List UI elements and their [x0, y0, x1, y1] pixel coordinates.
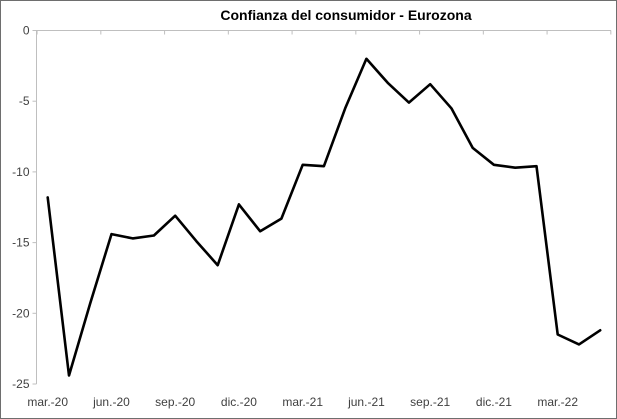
y-axis-label: 0 — [23, 24, 30, 38]
y-axis-label: -5 — [19, 94, 30, 108]
x-axis-label: dic.-21 — [476, 395, 512, 409]
x-axis-label: jun.-20 — [92, 395, 130, 409]
y-axis-label: -20 — [12, 306, 30, 320]
y-axis-label: -25 — [12, 377, 30, 391]
chart-title: Confianza del consumidor - Eurozona — [220, 7, 472, 23]
x-axis-label: dic.-20 — [221, 395, 257, 409]
y-axis-label: -10 — [12, 165, 30, 179]
x-axis-label: mar.-21 — [282, 395, 323, 409]
x-axis-label: sep.-20 — [155, 395, 195, 409]
x-axis-label: mar.-20 — [27, 395, 68, 409]
x-axis-label: jun.-21 — [347, 395, 385, 409]
x-axis-label: mar.-22 — [537, 395, 578, 409]
data-series-line — [46, 57, 602, 377]
x-axis-label: sep.-21 — [410, 395, 450, 409]
y-axis-label: -15 — [12, 236, 30, 250]
